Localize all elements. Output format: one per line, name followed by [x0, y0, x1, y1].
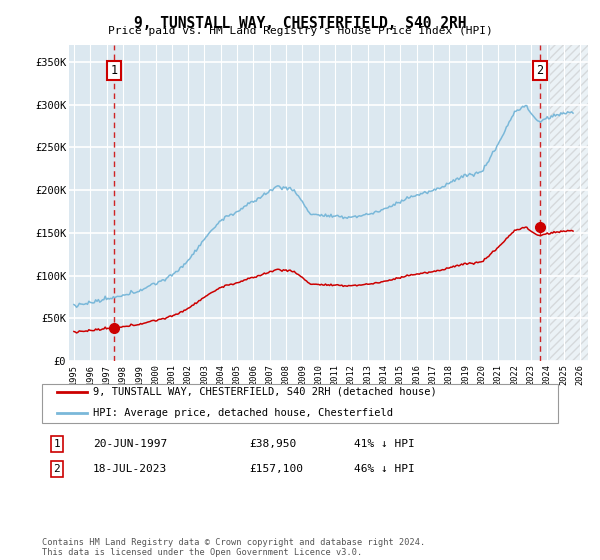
- Text: 9, TUNSTALL WAY, CHESTERFIELD, S40 2RH: 9, TUNSTALL WAY, CHESTERFIELD, S40 2RH: [134, 16, 466, 31]
- Text: 18-JUL-2023: 18-JUL-2023: [93, 464, 167, 474]
- Text: 20-JUN-1997: 20-JUN-1997: [93, 439, 167, 449]
- Text: Price paid vs. HM Land Registry's House Price Index (HPI): Price paid vs. HM Land Registry's House …: [107, 26, 493, 36]
- Text: 1: 1: [110, 64, 118, 77]
- Text: Contains HM Land Registry data © Crown copyright and database right 2024.
This d: Contains HM Land Registry data © Crown c…: [42, 538, 425, 557]
- Text: £157,100: £157,100: [249, 464, 303, 474]
- Text: 41% ↓ HPI: 41% ↓ HPI: [354, 439, 415, 449]
- Text: 46% ↓ HPI: 46% ↓ HPI: [354, 464, 415, 474]
- Text: 9, TUNSTALL WAY, CHESTERFIELD, S40 2RH (detached house): 9, TUNSTALL WAY, CHESTERFIELD, S40 2RH (…: [93, 387, 437, 397]
- Text: HPI: Average price, detached house, Chesterfield: HPI: Average price, detached house, Ches…: [93, 408, 393, 418]
- Bar: [550, 45, 588, 361]
- Text: 2: 2: [536, 64, 543, 77]
- Text: 2: 2: [53, 464, 61, 474]
- Text: £38,950: £38,950: [249, 439, 296, 449]
- Text: 1: 1: [53, 439, 61, 449]
